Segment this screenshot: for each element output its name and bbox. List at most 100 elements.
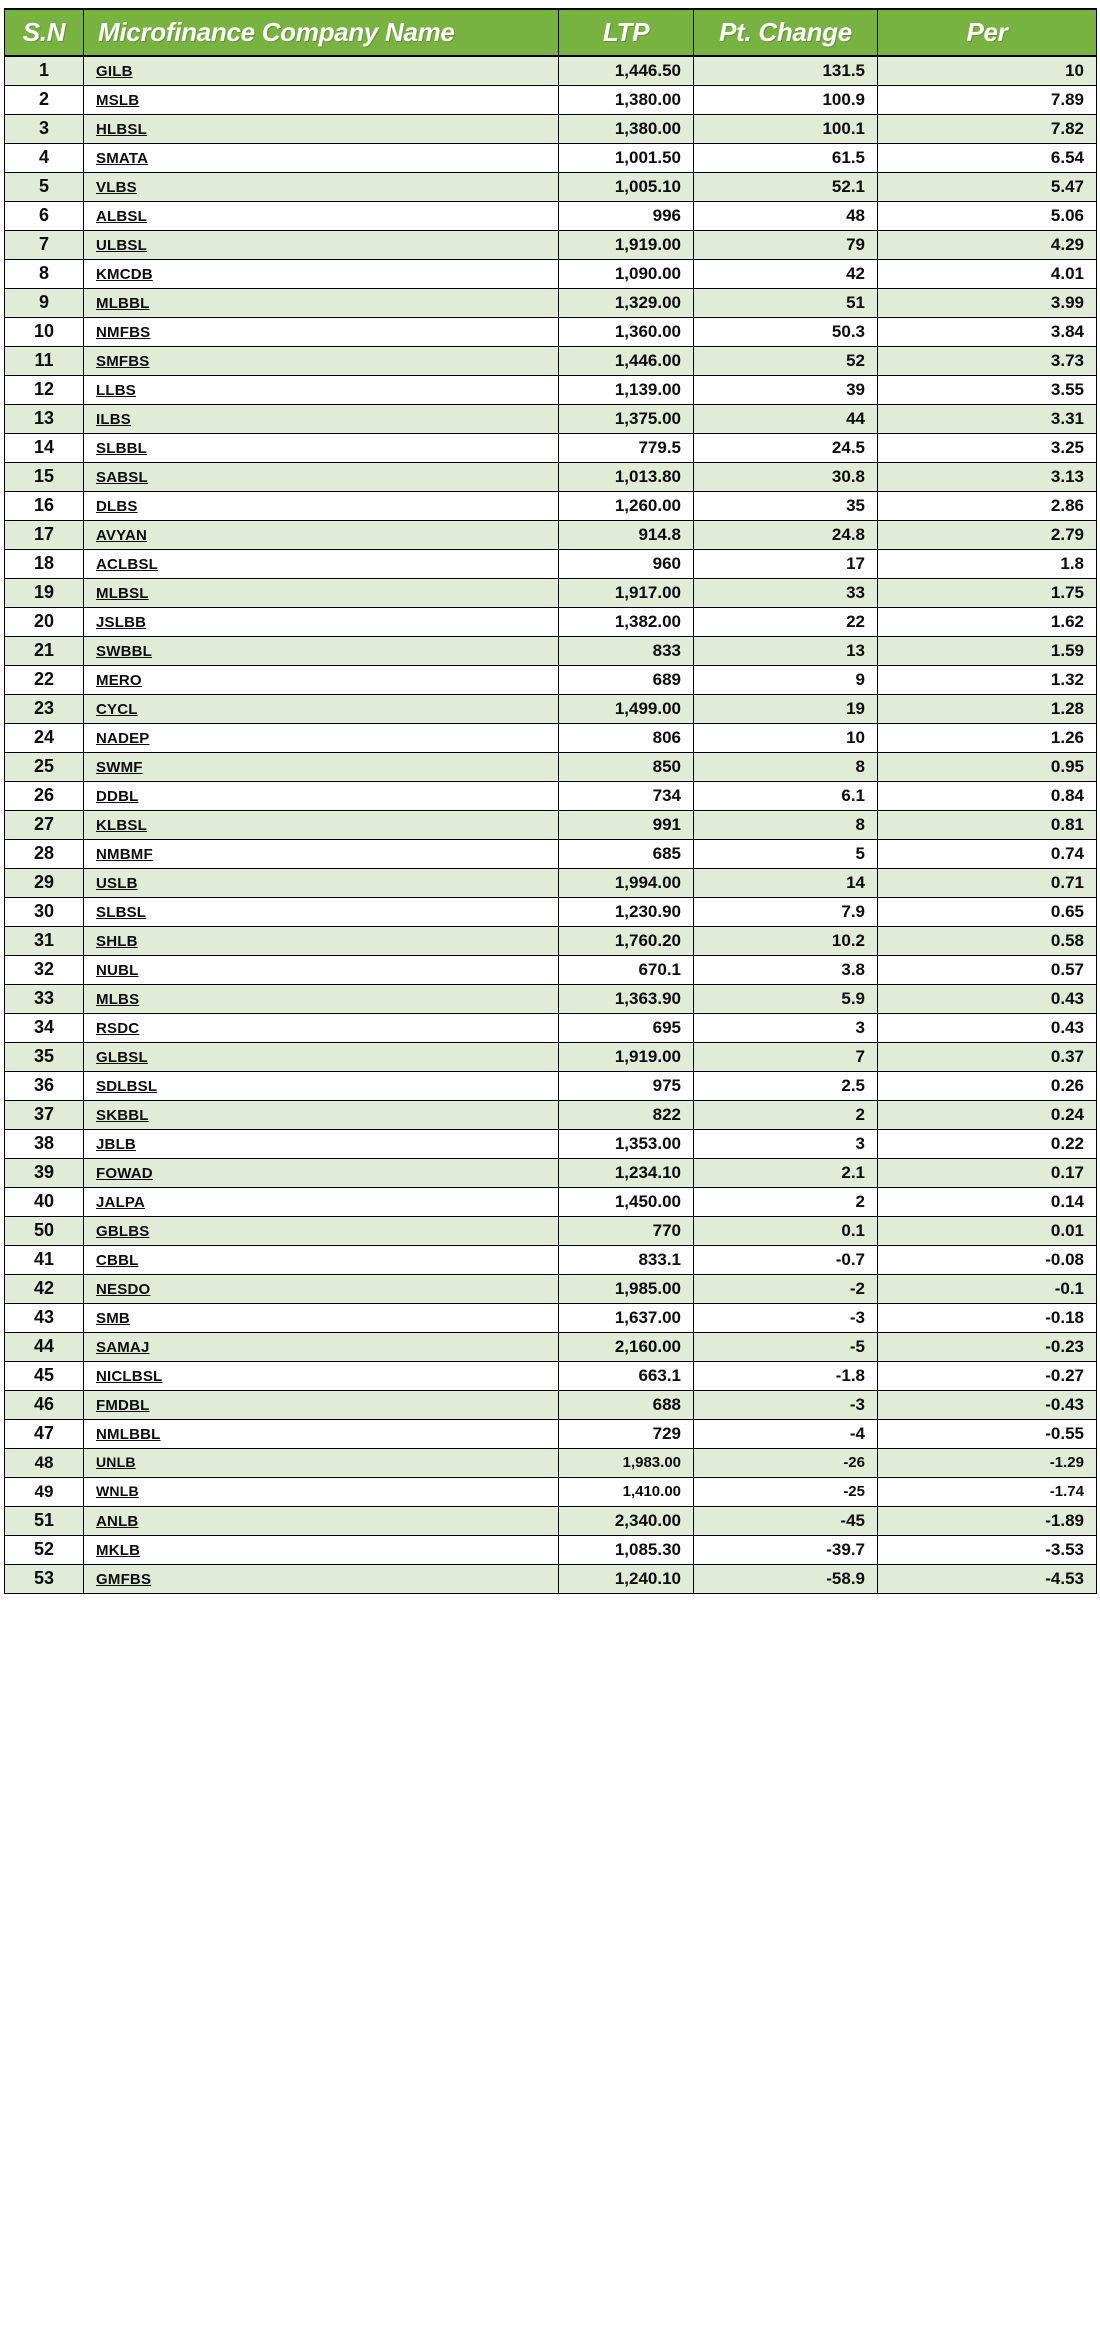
table-row[interactable]: 47 NMLBBL 729 -4 -0.55 [4, 1418, 1097, 1449]
company-ticker-link[interactable]: DDBL [96, 787, 139, 805]
cell-company-name[interactable]: NICLBSL [83, 1360, 559, 1391]
cell-company-name[interactable]: GMFBS [83, 1563, 559, 1594]
cell-company-name[interactable]: SMB [83, 1302, 559, 1333]
table-row[interactable]: 27 KLBSL 991 8 0.81 [4, 809, 1097, 840]
table-row[interactable]: 11 SMFBS 1,446.00 52 3.73 [4, 345, 1097, 376]
table-row[interactable]: 14 SLBBL 779.5 24.5 3.25 [4, 432, 1097, 463]
cell-company-name[interactable]: UNLB [83, 1447, 559, 1478]
company-ticker-link[interactable]: ILBS [96, 410, 131, 428]
column-header-name[interactable]: Microfinance Company Name [83, 8, 559, 57]
cell-company-name[interactable]: NMFBS [83, 316, 559, 347]
table-row[interactable]: 38 JBLB 1,353.00 3 0.22 [4, 1128, 1097, 1159]
table-row[interactable]: 53 GMFBS 1,240.10 -58.9 -4.53 [4, 1563, 1097, 1594]
cell-company-name[interactable]: GLBSL [83, 1041, 559, 1072]
company-ticker-link[interactable]: SHLB [96, 932, 138, 950]
company-ticker-link[interactable]: HLBSL [96, 120, 147, 138]
company-ticker-link[interactable]: GLBSL [96, 1048, 148, 1066]
table-row[interactable]: 50 GBLBS 770 0.1 0.01 [4, 1215, 1097, 1246]
cell-company-name[interactable]: NMLBBL [83, 1418, 559, 1449]
cell-company-name[interactable]: DDBL [83, 780, 559, 811]
company-ticker-link[interactable]: USLB [96, 874, 138, 892]
company-ticker-link[interactable]: DLBS [96, 497, 138, 515]
cell-company-name[interactable]: LLBS [83, 374, 559, 405]
company-ticker-link[interactable]: ALBSL [96, 207, 147, 225]
company-ticker-link[interactable]: SMATA [96, 149, 149, 167]
cell-company-name[interactable]: NUBL [83, 954, 559, 985]
table-row[interactable]: 29 USLB 1,994.00 14 0.71 [4, 867, 1097, 898]
table-row[interactable]: 40 JALPA 1,450.00 2 0.14 [4, 1186, 1097, 1217]
company-ticker-link[interactable]: GBLBS [96, 1222, 150, 1240]
company-ticker-link[interactable]: NMFBS [96, 323, 151, 341]
cell-company-name[interactable]: USLB [83, 867, 559, 898]
company-ticker-link[interactable]: SKBBL [96, 1106, 149, 1124]
table-row[interactable]: 3 HLBSL 1,380.00 100.1 7.82 [4, 113, 1097, 144]
company-ticker-link[interactable]: GILB [96, 62, 133, 80]
table-row[interactable]: 23 CYCL 1,499.00 19 1.28 [4, 693, 1097, 724]
company-ticker-link[interactable]: CBBL [96, 1251, 139, 1269]
table-row[interactable]: 7 ULBSL 1,919.00 79 4.29 [4, 229, 1097, 260]
table-row[interactable]: 18 ACLBSL 960 17 1.8 [4, 548, 1097, 579]
cell-company-name[interactable]: ANLB [83, 1505, 559, 1536]
cell-company-name[interactable]: SLBBL [83, 432, 559, 463]
cell-company-name[interactable]: KLBSL [83, 809, 559, 840]
table-row[interactable]: 37 SKBBL 822 2 0.24 [4, 1099, 1097, 1130]
company-ticker-link[interactable]: LLBS [96, 381, 136, 399]
table-row[interactable]: 39 FOWAD 1,234.10 2.1 0.17 [4, 1157, 1097, 1188]
table-row[interactable]: 52 MKLB 1,085.30 -39.7 -3.53 [4, 1534, 1097, 1565]
table-row[interactable]: 8 KMCDB 1,090.00 42 4.01 [4, 258, 1097, 289]
company-ticker-link[interactable]: SLBSL [96, 903, 147, 921]
company-ticker-link[interactable]: VLBS [96, 178, 137, 196]
cell-company-name[interactable]: VLBS [83, 171, 559, 202]
table-row[interactable]: 6 ALBSL 996 48 5.06 [4, 200, 1097, 231]
cell-company-name[interactable]: NESDO [83, 1273, 559, 1304]
cell-company-name[interactable]: SAMAJ [83, 1331, 559, 1362]
cell-company-name[interactable]: ACLBSL [83, 548, 559, 579]
table-row[interactable]: 36 SDLBSL 975 2.5 0.26 [4, 1070, 1097, 1101]
cell-company-name[interactable]: ILBS [83, 403, 559, 434]
table-row[interactable]: 4 SMATA 1,001.50 61.5 6.54 [4, 142, 1097, 173]
table-row[interactable]: 24 NADEP 806 10 1.26 [4, 722, 1097, 753]
column-header-ltp[interactable]: LTP [558, 8, 694, 57]
company-ticker-link[interactable]: MERO [96, 671, 142, 689]
company-ticker-link[interactable]: CYCL [96, 700, 138, 718]
cell-company-name[interactable]: GBLBS [83, 1215, 559, 1246]
cell-company-name[interactable]: MERO [83, 664, 559, 695]
company-ticker-link[interactable]: MLBBL [96, 294, 150, 312]
table-row[interactable]: 15 SABSL 1,013.80 30.8 3.13 [4, 461, 1097, 492]
table-row[interactable]: 31 SHLB 1,760.20 10.2 0.58 [4, 925, 1097, 956]
cell-company-name[interactable]: MLBS [83, 983, 559, 1014]
table-row[interactable]: 22 MERO 689 9 1.32 [4, 664, 1097, 695]
table-row[interactable]: 25 SWMF 850 8 0.95 [4, 751, 1097, 782]
cell-company-name[interactable]: JSLBB [83, 606, 559, 637]
cell-company-name[interactable]: MLBSL [83, 577, 559, 608]
cell-company-name[interactable]: RSDC [83, 1012, 559, 1043]
company-ticker-link[interactable]: NUBL [96, 961, 139, 979]
table-row[interactable]: 42 NESDO 1,985.00 -2 -0.1 [4, 1273, 1097, 1304]
company-ticker-link[interactable]: MLBSL [96, 584, 149, 602]
company-ticker-link[interactable]: ANLB [96, 1512, 139, 1530]
cell-company-name[interactable]: MKLB [83, 1534, 559, 1565]
table-row[interactable]: 2 MSLB 1,380.00 100.9 7.89 [4, 84, 1097, 115]
table-row[interactable]: 21 SWBBL 833 13 1.59 [4, 635, 1097, 666]
table-row[interactable]: 51 ANLB 2,340.00 -45 -1.89 [4, 1505, 1097, 1536]
table-row[interactable]: 30 SLBSL 1,230.90 7.9 0.65 [4, 896, 1097, 927]
cell-company-name[interactable]: NADEP [83, 722, 559, 753]
cell-company-name[interactable]: SLBSL [83, 896, 559, 927]
table-row[interactable]: 44 SAMAJ 2,160.00 -5 -0.23 [4, 1331, 1097, 1362]
cell-company-name[interactable]: SMFBS [83, 345, 559, 376]
company-ticker-link[interactable]: JSLBB [96, 613, 147, 631]
cell-company-name[interactable]: MSLB [83, 84, 559, 115]
company-ticker-link[interactable]: SABSL [96, 468, 148, 486]
company-ticker-link[interactable]: UNLB [96, 1454, 136, 1470]
cell-company-name[interactable]: CYCL [83, 693, 559, 724]
cell-company-name[interactable]: SKBBL [83, 1099, 559, 1130]
company-ticker-link[interactable]: JALPA [96, 1193, 146, 1211]
company-ticker-link[interactable]: KMCDB [96, 265, 153, 283]
column-header-per[interactable]: Per [877, 8, 1097, 57]
company-ticker-link[interactable]: FMDBL [96, 1396, 150, 1414]
table-row[interactable]: 28 NMBMF 685 5 0.74 [4, 838, 1097, 869]
table-row[interactable]: 5 VLBS 1,005.10 52.1 5.47 [4, 171, 1097, 202]
cell-company-name[interactable]: NMBMF [83, 838, 559, 869]
company-ticker-link[interactable]: SMB [96, 1309, 130, 1327]
company-ticker-link[interactable]: SDLBSL [96, 1077, 158, 1095]
